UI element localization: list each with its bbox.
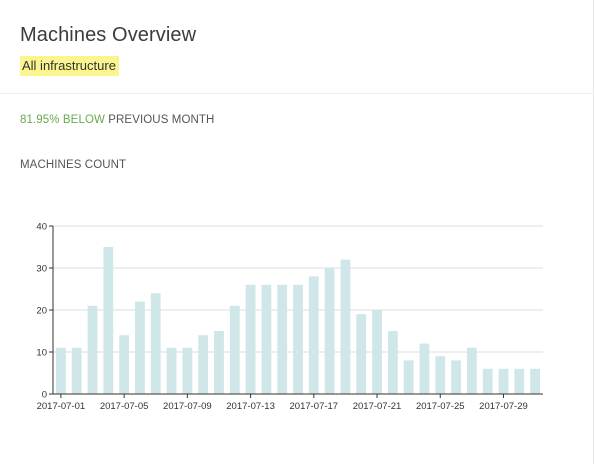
bar bbox=[419, 343, 430, 394]
bar bbox=[372, 310, 382, 394]
bar bbox=[340, 259, 351, 394]
card-header: Machines Overview All infrastructure bbox=[0, 0, 594, 94]
x-tick-label: 2017-07-13 bbox=[226, 401, 275, 412]
bar bbox=[293, 284, 303, 394]
bar bbox=[324, 268, 335, 394]
page-title: Machines Overview bbox=[20, 24, 197, 46]
bar bbox=[277, 284, 288, 394]
y-tick-label: 20 bbox=[36, 306, 47, 317]
scope-badge[interactable]: All infrastructure bbox=[20, 56, 119, 76]
x-tick-label: 2017-07-25 bbox=[416, 401, 465, 412]
y-tick-label: 10 bbox=[36, 348, 47, 359]
bar bbox=[356, 314, 367, 394]
bar bbox=[261, 284, 272, 394]
bar bbox=[403, 360, 414, 394]
bar bbox=[245, 284, 256, 394]
bar bbox=[87, 305, 98, 394]
metric-label: MACHINES COUNT bbox=[20, 159, 127, 171]
bar bbox=[182, 347, 193, 394]
change-percent: 81.95% bbox=[20, 114, 60, 126]
bar bbox=[166, 347, 177, 394]
y-tick-label: 40 bbox=[36, 222, 47, 233]
change-comparison: PREVIOUS MONTH bbox=[108, 114, 215, 126]
bar bbox=[498, 368, 509, 394]
y-tick-label: 0 bbox=[42, 390, 47, 401]
y-tick-label: 30 bbox=[36, 264, 47, 275]
bar bbox=[466, 347, 477, 394]
bar bbox=[229, 305, 240, 394]
x-tick-label: 2017-07-05 bbox=[100, 401, 149, 412]
bar bbox=[435, 356, 446, 394]
bar bbox=[451, 360, 461, 394]
machines-count-bar-chart: 0 10 20 30 40 2017-07-01 2017-07-05 2017-07-09 2… bbox=[36, 222, 543, 412]
change-direction: BELOW bbox=[62, 114, 105, 126]
bar bbox=[387, 331, 398, 394]
bar bbox=[198, 335, 209, 394]
bar bbox=[119, 335, 130, 394]
x-tick-label: 2017-07-17 bbox=[290, 401, 339, 412]
bar bbox=[56, 347, 66, 394]
bar bbox=[482, 368, 493, 394]
bar bbox=[71, 347, 82, 394]
bar bbox=[150, 293, 161, 394]
bar bbox=[308, 276, 319, 394]
x-tick-label: 2017-07-21 bbox=[353, 401, 402, 412]
bar bbox=[103, 247, 114, 394]
x-tick-label: 2017-07-01 bbox=[37, 401, 86, 412]
bar bbox=[214, 331, 224, 394]
bar bbox=[530, 368, 540, 394]
x-tick-label: 2017-07-09 bbox=[163, 401, 212, 412]
bar bbox=[514, 368, 525, 394]
x-tick-label: 2017-07-29 bbox=[479, 401, 528, 412]
bar bbox=[135, 301, 145, 394]
change-summary: 81.95% BELOW PREVIOUS MONTH bbox=[20, 114, 214, 126]
